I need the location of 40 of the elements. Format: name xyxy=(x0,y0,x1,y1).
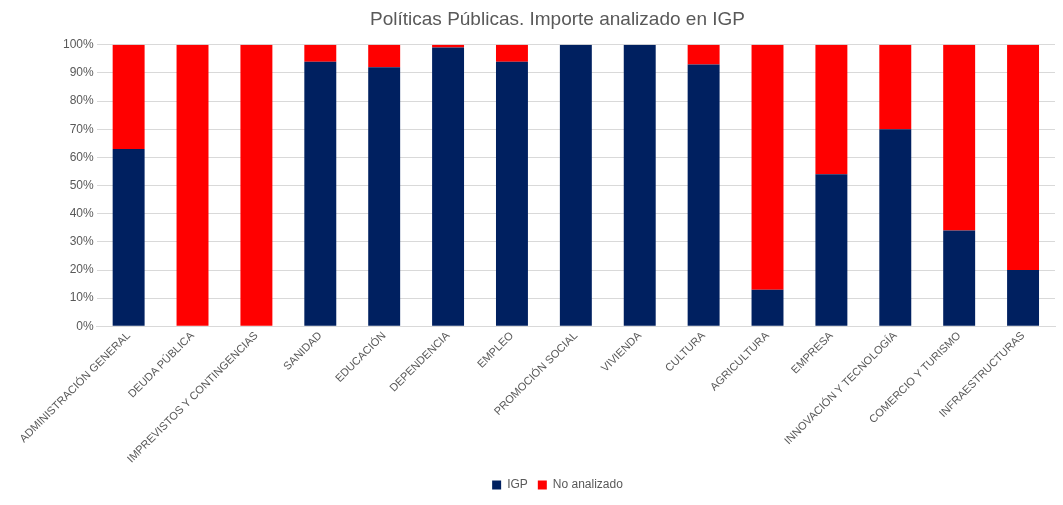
bar xyxy=(112,44,145,149)
legend-label: No analizado xyxy=(552,477,624,492)
bar xyxy=(751,289,784,326)
bar xyxy=(495,44,528,62)
bar xyxy=(304,44,337,62)
bar xyxy=(112,148,145,326)
bar xyxy=(879,129,912,326)
y-tick-label: 50% xyxy=(69,177,95,192)
y-tick-label: 60% xyxy=(69,149,95,164)
bar xyxy=(623,44,656,326)
bar xyxy=(943,44,976,231)
bar xyxy=(304,61,337,326)
y-tick-label: 100% xyxy=(62,37,95,52)
bar xyxy=(1007,44,1040,271)
bar xyxy=(432,44,465,48)
y-tick-label: 20% xyxy=(69,262,95,277)
bar xyxy=(879,44,912,130)
y-tick-label: 10% xyxy=(69,290,95,305)
y-tick-label: 0% xyxy=(76,318,95,333)
bar xyxy=(240,44,273,326)
chart-title: Políticas Públicas. Importe analizado en IGP xyxy=(370,7,745,29)
bar xyxy=(559,44,592,326)
legend-label: IGP xyxy=(507,477,528,492)
bar xyxy=(1007,270,1040,326)
bar xyxy=(751,44,784,290)
bar xyxy=(687,64,720,326)
bar xyxy=(432,47,465,326)
bar xyxy=(368,44,401,68)
y-tick-label: 90% xyxy=(69,65,95,80)
bar xyxy=(687,44,720,65)
bar xyxy=(815,44,848,175)
y-tick-label: 40% xyxy=(69,206,95,221)
bar xyxy=(495,61,528,326)
bar xyxy=(943,230,976,326)
y-tick-label: 70% xyxy=(69,121,95,136)
bar xyxy=(368,67,401,326)
bar xyxy=(815,174,848,326)
y-tick-label: 30% xyxy=(69,234,95,249)
bar xyxy=(176,44,209,326)
y-tick-label: 80% xyxy=(69,93,95,108)
